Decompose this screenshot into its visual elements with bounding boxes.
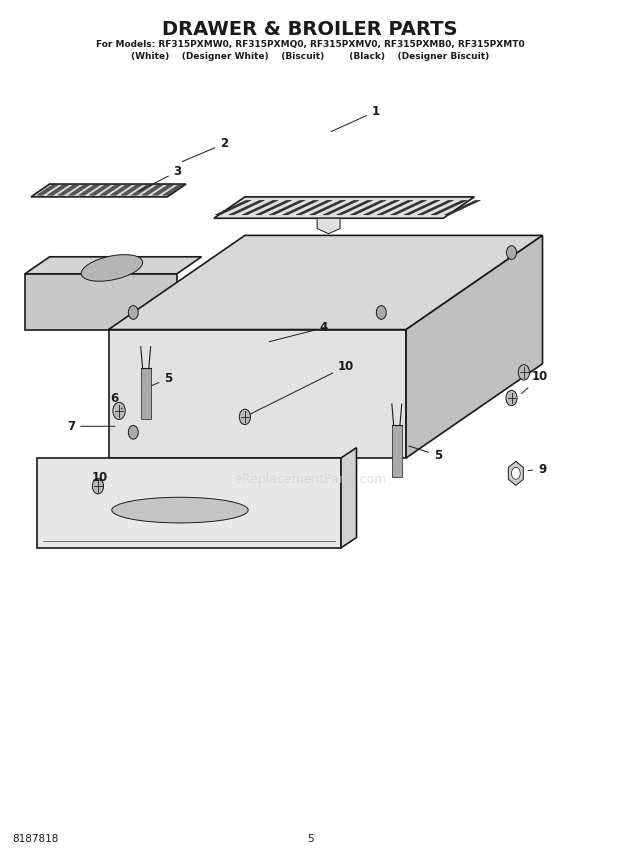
- Polygon shape: [68, 185, 90, 195]
- Polygon shape: [89, 185, 110, 195]
- Bar: [141, 368, 151, 419]
- Polygon shape: [131, 185, 153, 195]
- Text: 1: 1: [331, 104, 380, 132]
- Ellipse shape: [112, 497, 248, 523]
- Polygon shape: [255, 200, 291, 215]
- Polygon shape: [100, 185, 121, 195]
- Text: 2: 2: [182, 137, 228, 162]
- Text: 10: 10: [521, 370, 548, 394]
- Circle shape: [92, 479, 104, 494]
- Polygon shape: [391, 200, 427, 215]
- Polygon shape: [296, 200, 332, 215]
- Polygon shape: [79, 185, 100, 195]
- Circle shape: [113, 402, 125, 419]
- Circle shape: [506, 390, 517, 406]
- Text: For Models: RF315PXMW0, RF315PXMQ0, RF315PXMV0, RF315PXMB0, RF315PXMT0: For Models: RF315PXMW0, RF315PXMQ0, RF31…: [95, 40, 525, 49]
- Text: DRAWER & BROILER PARTS: DRAWER & BROILER PARTS: [162, 21, 458, 39]
- Polygon shape: [242, 200, 278, 215]
- Polygon shape: [508, 461, 523, 485]
- Polygon shape: [153, 185, 174, 195]
- Circle shape: [507, 246, 516, 259]
- Polygon shape: [363, 200, 399, 215]
- Text: 10: 10: [250, 360, 354, 414]
- Polygon shape: [31, 184, 186, 197]
- Polygon shape: [350, 200, 386, 215]
- Bar: [37, 458, 341, 548]
- Circle shape: [518, 365, 529, 380]
- Polygon shape: [121, 185, 142, 195]
- Polygon shape: [229, 200, 265, 215]
- Text: 6: 6: [110, 392, 122, 409]
- Polygon shape: [142, 185, 163, 195]
- Polygon shape: [25, 274, 177, 330]
- Polygon shape: [417, 200, 453, 215]
- Polygon shape: [431, 200, 467, 215]
- Polygon shape: [108, 235, 542, 330]
- Polygon shape: [108, 330, 406, 458]
- Text: (White)    (Designer White)    (Biscuit)        (Black)    (Designer Biscuit): (White) (Designer White) (Biscuit) (Blac…: [131, 52, 489, 61]
- Polygon shape: [214, 197, 474, 218]
- Circle shape: [512, 467, 520, 479]
- Text: 9: 9: [528, 462, 546, 476]
- Polygon shape: [406, 235, 542, 458]
- Polygon shape: [283, 200, 319, 215]
- Text: 8187818: 8187818: [12, 834, 59, 844]
- Bar: [392, 425, 402, 477]
- Polygon shape: [269, 200, 305, 215]
- Polygon shape: [37, 185, 58, 195]
- Text: 7: 7: [67, 419, 115, 433]
- Polygon shape: [317, 218, 340, 234]
- Text: 5: 5: [307, 834, 313, 844]
- Polygon shape: [323, 200, 359, 215]
- Polygon shape: [110, 185, 131, 195]
- Polygon shape: [58, 185, 79, 195]
- Text: 5: 5: [151, 372, 172, 386]
- Text: 4: 4: [269, 321, 327, 342]
- Polygon shape: [309, 200, 345, 215]
- Circle shape: [128, 425, 138, 439]
- Polygon shape: [163, 185, 184, 195]
- Polygon shape: [445, 200, 480, 215]
- Polygon shape: [377, 200, 413, 215]
- Text: 3: 3: [139, 164, 182, 192]
- Circle shape: [128, 306, 138, 319]
- Polygon shape: [341, 448, 356, 548]
- Circle shape: [376, 306, 386, 319]
- Text: 10: 10: [92, 471, 108, 484]
- Polygon shape: [337, 200, 373, 215]
- Polygon shape: [404, 200, 440, 215]
- Circle shape: [239, 409, 250, 425]
- Polygon shape: [47, 185, 69, 195]
- Polygon shape: [215, 200, 251, 215]
- Text: 5: 5: [409, 446, 442, 462]
- Polygon shape: [25, 257, 202, 274]
- Text: eReplacementParts.com: eReplacementParts.com: [234, 473, 386, 486]
- Ellipse shape: [81, 254, 143, 282]
